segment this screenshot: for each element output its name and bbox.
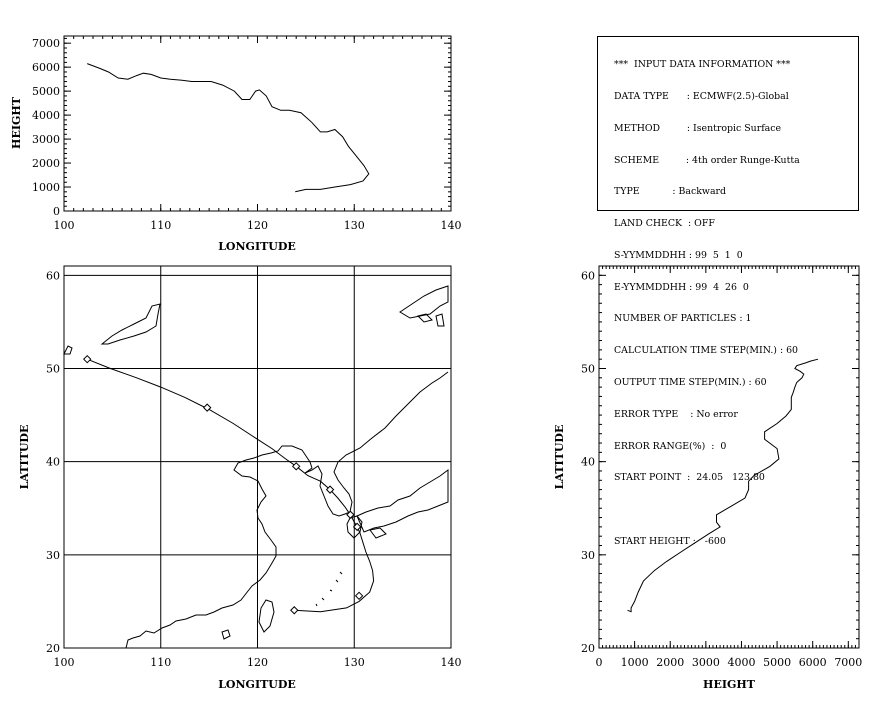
x-tick-label: 120 [247, 656, 268, 669]
x-tick-label: 4000 [727, 656, 755, 669]
trajectory-markers [83, 354, 364, 615]
info-line: TYPE : Backward [614, 186, 727, 198]
axis-ticks [63, 36, 452, 212]
y-tick-label: 0 [53, 205, 60, 218]
x-tick-label: 100 [54, 219, 75, 232]
info-line: SCHEME : 4th order Runge-Kutta [614, 154, 800, 166]
trajectory-marker [346, 510, 355, 519]
info-line: ERROR TYPE : No error [614, 408, 738, 420]
japan-shikoku-coast [369, 527, 387, 539]
info-line: DATA TYPE : ECMWF(2.5)-Global [614, 90, 789, 102]
x-axis-label: LONGITUDE [218, 240, 296, 253]
korea-coastline [304, 371, 449, 517]
trajectory-marker [83, 354, 92, 364]
hainan-coast [221, 629, 231, 640]
tick-labels: 100 110 120 130 140 0 1000 2000 3000 4000 5000 6000… [32, 37, 462, 232]
trajectory-map-panel: 100 110 120 130 140 20 30 40 50 60 LONGITUDE LATI… [18, 265, 462, 691]
x-tick-label: 110 [150, 219, 171, 232]
x-tick-label: 5000 [763, 656, 791, 669]
info-line: LAND CHECK : OFF [614, 218, 715, 230]
info-line: START HEIGHT : -600 [614, 535, 726, 547]
tick-labels: 0 1000 2000 3000 4000 5000 6000 7000 20 30 40 50 60 [581, 269, 862, 669]
y-tick-label: 6000 [32, 61, 60, 74]
x-tick-label: 140 [441, 219, 462, 232]
y-tick-label: 20 [46, 642, 60, 655]
x-axis-label: HEIGHT [703, 678, 756, 691]
y-tick-label: 40 [46, 456, 60, 469]
taiwan-coast [258, 599, 275, 633]
y-tick-label: 20 [581, 642, 595, 655]
y-axis-label: LATITUDE [18, 425, 31, 490]
x-tick-label: 7000 [834, 656, 862, 669]
y-tick-label: 40 [581, 456, 595, 469]
y-tick-label: 50 [46, 362, 60, 375]
y-axis-label: LATITUDE [553, 425, 566, 490]
plot-frame [63, 35, 452, 212]
y-tick-label: 30 [46, 549, 60, 562]
x-tick-label: 130 [344, 656, 365, 669]
latitude-profile-line [627, 358, 819, 613]
axis-ticks [63, 266, 452, 649]
y-tick-label: 60 [46, 269, 60, 282]
y-tick-label: 50 [581, 362, 595, 375]
plot-frame [598, 265, 860, 649]
japan-honshu-coast [356, 469, 449, 533]
info-line: START POINT : 24.05 123.80 [614, 472, 765, 484]
info-line: METHOD : Isentropic Surface [614, 122, 782, 134]
x-tick-label: 3000 [692, 656, 720, 669]
height-profile-line [87, 63, 370, 193]
lake-baikal [100, 303, 161, 345]
ryukyu-islands [315, 571, 343, 607]
info-line: CALCULATION TIME STEP(MIN.) : 60 [614, 345, 799, 357]
trajectory-marker [354, 591, 364, 601]
trajectory-line [87, 358, 375, 613]
x-tick-label: 130 [344, 219, 365, 232]
y-tick-label: 2000 [32, 157, 60, 170]
west-edge-coast [63, 345, 73, 355]
y-tick-label: 4000 [32, 109, 60, 122]
y-axis-label: HEIGHT [10, 96, 23, 149]
axis-ticks [598, 265, 860, 649]
y-tick-label: 60 [581, 269, 595, 282]
okhotsk-coast [417, 313, 445, 327]
grid-lines [64, 266, 451, 648]
plot-frame [63, 265, 452, 649]
trajectory-marker [290, 606, 299, 615]
x-tick-label: 2000 [656, 656, 684, 669]
x-tick-label: 0 [596, 656, 603, 669]
x-tick-label: 6000 [799, 656, 827, 669]
coastline-map [63, 285, 449, 649]
y-tick-label: 30 [581, 549, 595, 562]
info-title: *** INPUT DATA INFORMATION *** [614, 59, 791, 71]
sakhalin-coast [399, 285, 449, 319]
trajectory-marker [291, 462, 301, 471]
input-data-info-panel: *** INPUT DATA INFORMATION *** DATA TYPE… [597, 36, 859, 547]
info-line: E-YYMMDDHH : 99 4 26 0 [614, 281, 749, 293]
trajectory-marker [325, 485, 335, 494]
info-line: ERROR RANGE(%) : 0 [614, 440, 727, 452]
info-line: NUMBER OF PARTICLES : 1 [614, 313, 752, 325]
x-tick-label: 100 [54, 656, 75, 669]
latitude-height-panel: 0 1000 2000 3000 4000 5000 6000 70002030405060 … [553, 265, 862, 691]
tick-labels: 100 110 120 130 140 20 30 40 50 60 [46, 269, 462, 669]
china-coastline [125, 445, 313, 649]
y-tick-label: 5000 [32, 85, 60, 98]
y-tick-label: 3000 [32, 133, 60, 146]
info-line: OUTPUT TIME STEP(MIN.) : 60 [614, 377, 767, 388]
x-tick-label: 120 [247, 219, 268, 232]
height-longitude-panel: 100 110 120 130 140 0 1000 2000 3000 4000 5000 6000… [10, 35, 462, 253]
y-tick-label: 7000 [32, 37, 60, 50]
x-tick-label: 140 [441, 656, 462, 669]
info-line: S-YYMMDDHH : 99 5 1 0 [614, 249, 743, 261]
trajectory-marker [352, 522, 362, 532]
info-line [614, 505, 858, 516]
x-tick-label: 1000 [621, 656, 649, 669]
x-tick-label: 110 [150, 656, 171, 669]
trajectory-marker [202, 403, 212, 412]
y-tick-label: 1000 [32, 181, 60, 194]
x-axis-label: LONGITUDE [218, 678, 296, 691]
